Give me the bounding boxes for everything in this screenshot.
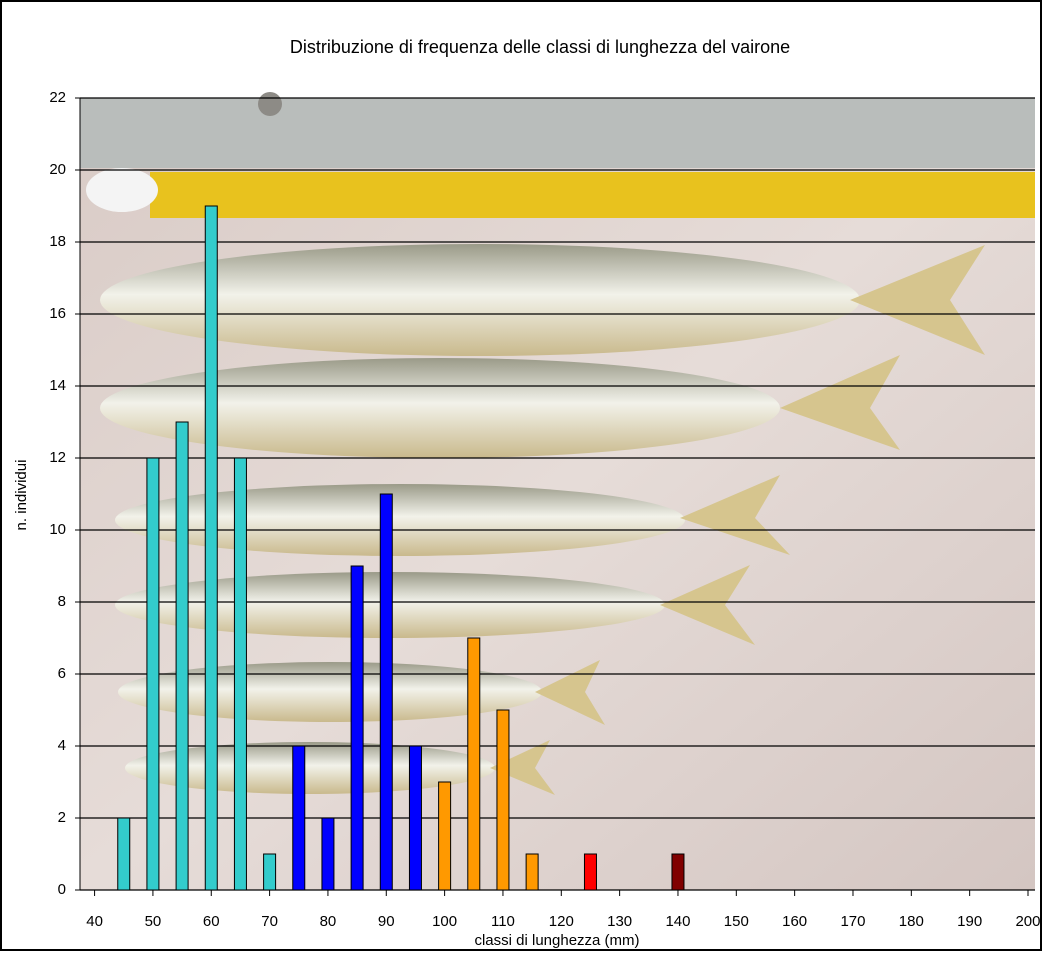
x-tick-label: 160: [782, 913, 807, 930]
y-tick-label: 14: [49, 377, 66, 394]
x-tick-label: 80: [320, 913, 337, 930]
x-tick-label: 170: [840, 913, 865, 930]
x-tick-label: 150: [724, 913, 749, 930]
x-axis-label: classi di lunghezza (mm): [474, 932, 639, 949]
y-tick-label: 16: [49, 305, 66, 322]
bar: [583, 853, 597, 891]
bar: [671, 853, 685, 891]
x-tick-label: 130: [607, 913, 632, 930]
bar: [321, 817, 335, 891]
y-tick-label: 12: [49, 449, 66, 466]
y-tick-label: 4: [58, 737, 66, 754]
y-tick-label: 2: [58, 809, 66, 826]
x-tick-label: 190: [957, 913, 982, 930]
bar: [263, 853, 277, 891]
x-tick-label: 110: [491, 913, 515, 930]
x-tick-label: 120: [549, 913, 574, 930]
y-tick-label: 10: [49, 521, 66, 538]
x-tick-label: 100: [432, 913, 457, 930]
bar: [175, 421, 189, 891]
x-tick-label: 180: [899, 913, 924, 930]
y-tick-label: 8: [58, 593, 66, 610]
bar: [204, 205, 218, 891]
bar: [350, 565, 364, 891]
bar: [408, 745, 422, 891]
x-tick-label: 60: [203, 913, 220, 930]
y-axis-label: n. individui: [13, 460, 30, 531]
bar: [117, 817, 131, 891]
y-tick-label: 6: [58, 665, 66, 682]
bar: [292, 745, 306, 891]
x-tick-label: 90: [378, 913, 395, 930]
y-tick-label: 0: [58, 881, 66, 898]
x-tick-label: 70: [261, 913, 278, 930]
photo-background: [80, 92, 1035, 890]
y-tick-label: 20: [49, 161, 66, 178]
x-tick-label: 200: [1015, 913, 1040, 930]
bar: [379, 493, 393, 891]
y-tick-label: 18: [49, 233, 66, 250]
bar: [496, 709, 510, 891]
x-tick-label: 40: [86, 913, 103, 930]
y-tick-label: 22: [49, 89, 66, 106]
bar: [233, 457, 247, 891]
x-tick-label: 140: [665, 913, 690, 930]
bar: [467, 637, 481, 891]
bar: [438, 781, 452, 891]
bar: [525, 853, 539, 891]
chart-title: Distribuzione di frequenza delle classi …: [290, 37, 790, 57]
x-tick-label: 50: [145, 913, 162, 930]
bar: [146, 457, 160, 891]
